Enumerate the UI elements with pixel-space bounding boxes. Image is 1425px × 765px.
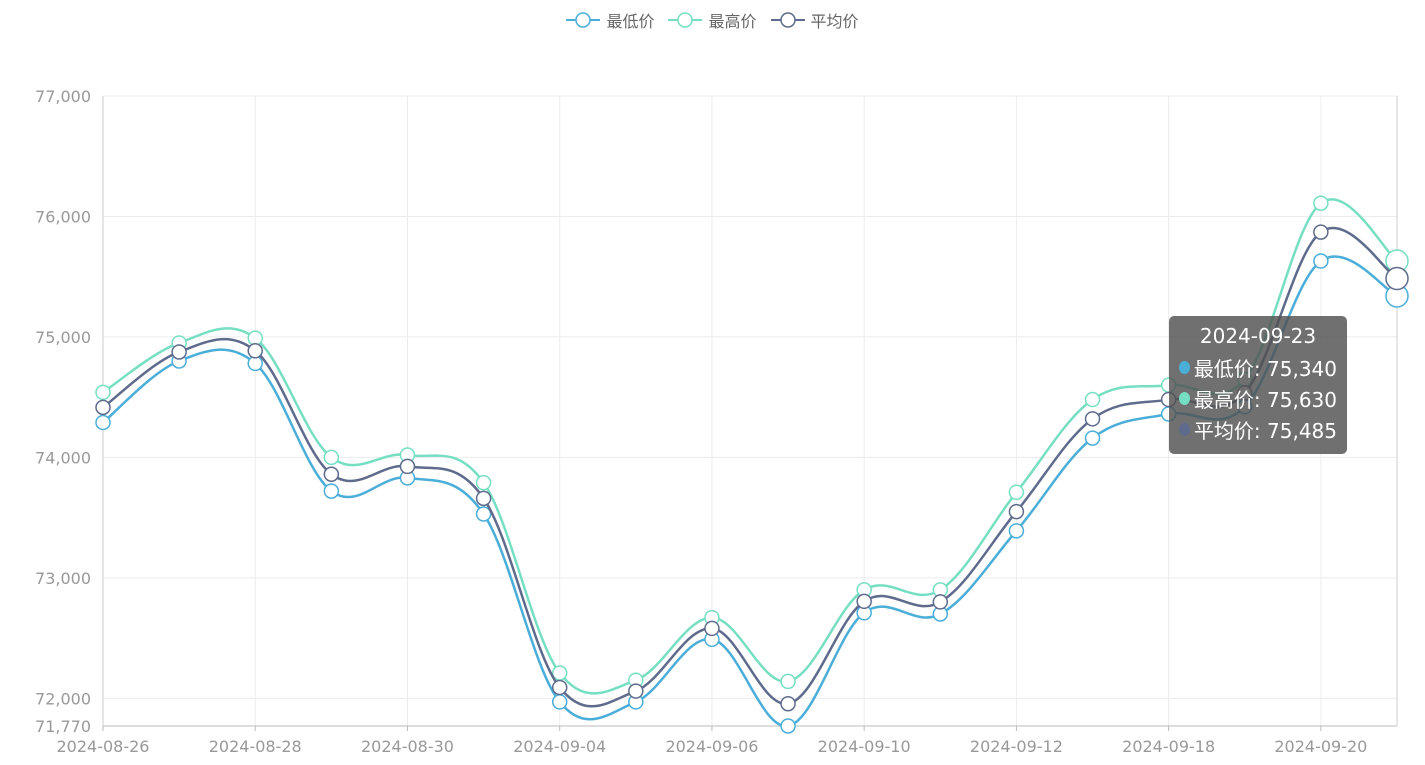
x-tick-label: 2024-09-20 bbox=[1274, 737, 1367, 756]
data-point bbox=[95, 414, 111, 431]
x-tick-label: 2024-09-06 bbox=[665, 737, 758, 756]
tooltip-row-max: 最高价: 75,630 bbox=[1179, 383, 1337, 414]
legend-label: 最低价 bbox=[606, 12, 655, 31]
data-point bbox=[1313, 253, 1329, 269]
data-point bbox=[475, 474, 492, 491]
data-point bbox=[1084, 430, 1101, 446]
legend-marker-icon bbox=[668, 12, 703, 28]
data-point bbox=[1084, 411, 1101, 427]
legend-item-avg[interactable]: 平均价 bbox=[770, 8, 859, 32]
data-point bbox=[1084, 391, 1101, 408]
data-point bbox=[704, 620, 720, 637]
data-point bbox=[1008, 484, 1025, 501]
data-point bbox=[399, 458, 416, 475]
data-point bbox=[323, 483, 340, 499]
tooltip-date: 2024-09-23 bbox=[1199, 324, 1317, 348]
data-point bbox=[780, 718, 796, 734]
series-dot-icon bbox=[1179, 423, 1190, 436]
data-point bbox=[323, 449, 340, 466]
data-point bbox=[323, 466, 340, 482]
tooltip-row-min: 最低价: 75,340 bbox=[1179, 352, 1337, 383]
series-line bbox=[102, 226, 1398, 708]
data-point bbox=[1385, 266, 1409, 291]
legend-label: 最高价 bbox=[708, 12, 757, 31]
data-point bbox=[856, 593, 872, 610]
legend: 最低价 最高价 平均价 bbox=[0, 8, 1425, 32]
data-point bbox=[551, 679, 568, 696]
y-tick-label: 71,770 bbox=[35, 717, 91, 736]
tooltip-value: 最高价: 75,630 bbox=[1193, 388, 1337, 412]
y-tick-label: 73,000 bbox=[35, 569, 91, 588]
series-layer bbox=[95, 195, 1409, 734]
tooltip: 2024-09-23 最低价: 75,340 最高价: 75,630 平均价: … bbox=[1169, 316, 1347, 454]
data-point bbox=[171, 344, 187, 360]
series-dot-icon bbox=[1179, 361, 1190, 374]
y-tick-label: 76,000 bbox=[35, 207, 91, 226]
data-point bbox=[1008, 523, 1025, 539]
x-tick-label: 2024-09-18 bbox=[1122, 737, 1215, 756]
y-tick-label: 75,000 bbox=[35, 328, 91, 347]
tooltip-value: 平均价: 75,485 bbox=[1193, 419, 1337, 443]
x-tick-label: 2024-09-10 bbox=[818, 737, 911, 756]
data-point bbox=[932, 594, 949, 610]
data-point bbox=[247, 343, 263, 359]
tooltip-row-avg: 平均价: 75,485 bbox=[1179, 414, 1337, 445]
x-tick-label: 2024-08-30 bbox=[361, 737, 454, 756]
data-point bbox=[475, 490, 492, 507]
y-tick-label: 72,000 bbox=[35, 689, 91, 708]
data-point bbox=[628, 683, 644, 699]
tooltip-value: 最低价: 75,340 bbox=[1193, 357, 1337, 381]
data-point bbox=[95, 384, 111, 401]
series-2 bbox=[95, 224, 1409, 712]
data-point bbox=[475, 506, 492, 522]
y-tick-label: 74,000 bbox=[35, 448, 91, 467]
data-point bbox=[1008, 503, 1025, 520]
data-point bbox=[551, 694, 568, 710]
x-tick-label: 2024-08-28 bbox=[209, 737, 302, 756]
y-tick-label: 77,000 bbox=[35, 87, 91, 106]
x-tick-label: 2024-08-26 bbox=[57, 737, 150, 756]
x-tick-label: 2024-09-12 bbox=[970, 737, 1063, 756]
legend-item-max[interactable]: 最高价 bbox=[668, 8, 757, 32]
data-point bbox=[95, 399, 111, 416]
x-tick-label: 2024-09-04 bbox=[513, 737, 606, 756]
data-point bbox=[780, 695, 796, 712]
series-dot-icon bbox=[1179, 392, 1190, 405]
axes: 71,770 72,000 73,000 74,000 75,000 76,000 77,0… bbox=[35, 87, 1398, 756]
legend-label: 平均价 bbox=[810, 12, 859, 31]
legend-marker-icon bbox=[770, 12, 805, 28]
legend-item-min[interactable]: 最低价 bbox=[566, 8, 654, 32]
data-point bbox=[1313, 195, 1329, 211]
data-point bbox=[1313, 224, 1329, 240]
legend-marker-icon bbox=[566, 12, 601, 28]
data-point bbox=[780, 673, 796, 690]
